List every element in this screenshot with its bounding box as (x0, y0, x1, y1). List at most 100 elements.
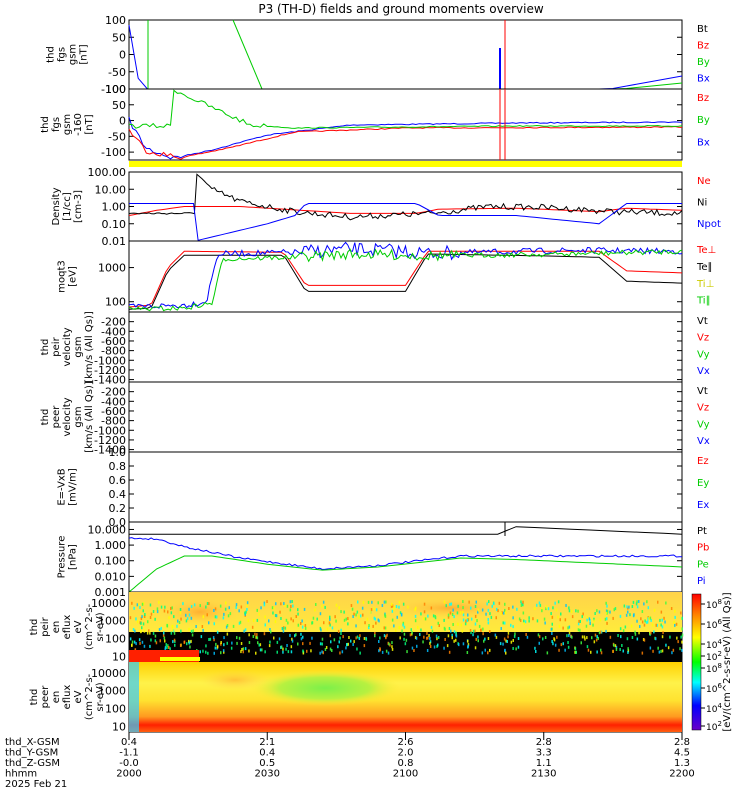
spectrogram-pixel (294, 634, 296, 638)
spectrogram-pixel (538, 635, 541, 639)
spectrogram-pixel (505, 639, 507, 643)
spectrogram-pixel (167, 610, 169, 614)
spectrogram-pixel (391, 645, 393, 649)
spectrogram-pixel (222, 616, 225, 620)
spectrogram-pixel (350, 639, 352, 643)
spectrogram-pixel (621, 644, 623, 647)
spectrogram-pixel (635, 602, 638, 606)
spectrogram-pixel (575, 650, 577, 654)
spectrogram-pixel (617, 634, 619, 637)
spectrogram-pixel (266, 600, 268, 603)
y-axis-label: [nT] (79, 44, 90, 64)
spectrogram-pixel (432, 614, 435, 618)
spectrogram-pixel (401, 629, 403, 633)
spectrogram-pixel (381, 604, 384, 607)
y-tick-label: 0 (119, 49, 126, 62)
spectrogram-pixel (586, 618, 588, 622)
y-axis-label: [nT] (84, 114, 95, 134)
spectrogram-pixel (347, 617, 349, 620)
spectrogram-pixel (619, 627, 622, 631)
spectrogram-pixel (517, 645, 520, 649)
spectrogram-pixel (568, 606, 570, 610)
spectrogram-pixel (660, 623, 662, 627)
spectrogram-pixel (242, 647, 245, 651)
spectrogram-pixel (167, 644, 169, 648)
y-tick-label: -100 (101, 83, 126, 96)
spectrogram-pixel (306, 649, 308, 653)
spectrogram-pixel (596, 650, 598, 654)
spectrogram-pixel (135, 642, 137, 646)
spectrogram-pixel (594, 612, 596, 615)
spectrogram-pixel (585, 624, 588, 628)
spectrogram-pixel (660, 649, 662, 653)
spectrogram-pixel (185, 619, 188, 623)
spectrogram-pixel (467, 643, 470, 647)
spectrogram-pixel (285, 647, 287, 651)
spectrogram-pixel (581, 615, 583, 619)
x-tick-label: 0.4 (259, 748, 275, 759)
spectrogram-pixel (269, 640, 271, 644)
spectrogram-pixel (248, 641, 251, 644)
spectrogram-pixel (302, 651, 305, 655)
spectrogram-pixel (361, 606, 364, 610)
spectrogram-pixel (625, 613, 628, 617)
spectrogram-pixel (447, 613, 450, 617)
spectrogram-pixel (522, 603, 524, 607)
y-axis-label: eflux (62, 615, 73, 640)
spectrogram-pixel (282, 627, 284, 631)
x-tick-label: 1.3 (674, 758, 690, 769)
spectrogram-pixel (559, 618, 561, 622)
spectrogram-pixel (389, 643, 391, 647)
spectrogram-pixel (134, 629, 136, 633)
spectrogram-pixel (643, 638, 646, 642)
spectrogram-pixel (375, 621, 377, 625)
spectrogram-pixel (445, 604, 447, 608)
colorbar-label: [eV/(cm^2-s-sr-eV) (All Qs)] (722, 592, 733, 731)
y-axis-label: peer (40, 685, 51, 709)
spectrogram-pixel (641, 620, 644, 624)
spectrogram-pixel (340, 628, 342, 632)
spectrogram-pixel (671, 651, 673, 655)
spectrogram-pixel (188, 641, 190, 645)
spectrogram-pixel (323, 621, 325, 625)
spectrogram-pixel (638, 600, 640, 603)
mode-bar (129, 161, 682, 167)
y-tick-label: 1000 (98, 685, 126, 698)
spectrogram-pixel (352, 615, 354, 618)
y-tick-label: -50 (108, 66, 126, 79)
spectrogram-pixel (226, 641, 228, 645)
spectrogram-pixel (202, 628, 204, 632)
spectrogram-pixel (271, 606, 274, 610)
spectrogram-pixel (415, 636, 418, 640)
spectrogram-pixel (631, 636, 634, 639)
spectrogram-pixel (391, 609, 394, 613)
spectrogram-pixel (286, 644, 288, 647)
y-axis-label: [cm-3] (73, 190, 84, 223)
x-tick-label: -1.1 (119, 748, 139, 759)
spectrogram-pixel (280, 617, 282, 620)
spectrogram-pixel (457, 604, 459, 608)
spectrogram-pixel (264, 623, 266, 627)
y-tick-label: 100 (105, 703, 126, 716)
spectrogram-pixel (405, 638, 408, 642)
spectrogram-pixel (526, 635, 529, 639)
y-tick-label: -400 (101, 325, 126, 338)
spectrogram-pixel (566, 634, 568, 638)
y-tick-label: 10 (112, 721, 126, 734)
spectrogram-pixel (543, 617, 546, 621)
y-tick-label: 0.4 (109, 488, 127, 501)
spectrogram-pixel (428, 634, 430, 637)
spectrogram-pixel (536, 603, 538, 607)
spectrogram-pixel (645, 620, 648, 624)
y-tick-label: -100 (101, 146, 126, 159)
spectrogram-pixel (379, 647, 381, 651)
spectrogram-pixel (280, 602, 282, 606)
spectrogram-pixel (209, 637, 212, 641)
spectrogram-pixel (302, 635, 304, 639)
x-tick-label: 2100 (393, 769, 418, 780)
spectrogram-pixel (609, 610, 611, 614)
spectrogram-pixel (506, 640, 508, 643)
spectrogram-pixel (552, 606, 554, 610)
spectrogram-pixel (489, 612, 491, 616)
spectrogram-pixel (223, 650, 225, 654)
